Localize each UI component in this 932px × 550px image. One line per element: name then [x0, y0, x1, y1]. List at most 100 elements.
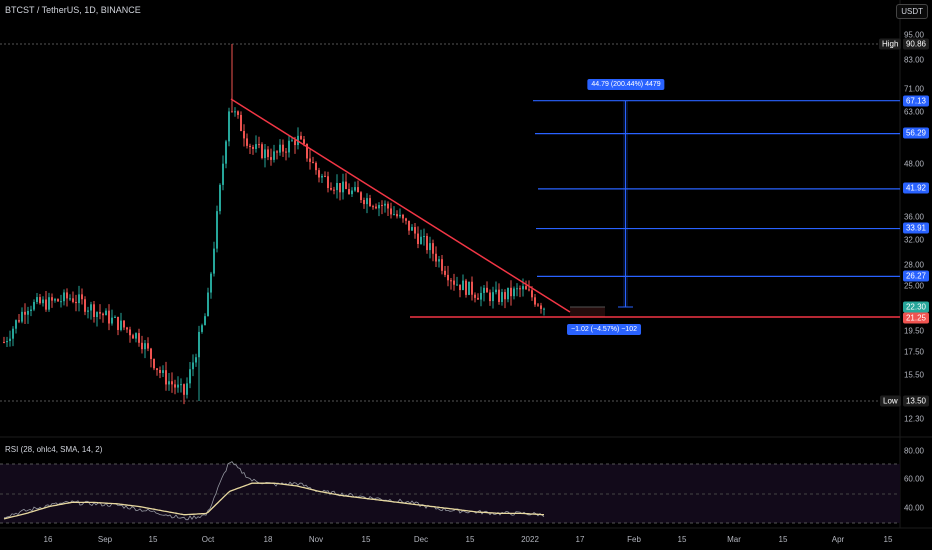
- candle-body: [441, 259, 443, 271]
- rsi-tick: 40.00: [903, 503, 924, 513]
- candle-body: [336, 183, 338, 191]
- candle-body: [357, 187, 359, 193]
- candle-body: [480, 292, 482, 300]
- candle-body: [501, 292, 503, 302]
- candle-body: [213, 248, 215, 274]
- candle-body: [93, 304, 95, 318]
- candle-body: [510, 287, 512, 297]
- candle-body: [72, 298, 74, 302]
- candle-body: [339, 183, 341, 193]
- candle-body: [519, 288, 521, 290]
- candle-body: [345, 181, 347, 190]
- candle-body: [456, 284, 458, 286]
- rsi-indicator-label[interactable]: RSI (28, ohlc4, SMA, 14, 2): [5, 445, 103, 454]
- currency-button[interactable]: USDT: [896, 4, 928, 19]
- candle-body: [153, 358, 155, 369]
- candle-body: [432, 243, 434, 254]
- drawing-overlays[interactable]: [230, 98, 900, 318]
- candle-body: [492, 292, 494, 302]
- candle-body: [474, 294, 476, 298]
- candle-body: [444, 270, 446, 275]
- measure-upper-label[interactable]: 44.79 (200.44%) 4479: [587, 79, 665, 90]
- candle-body: [540, 305, 542, 309]
- time-tick: 17: [575, 535, 585, 544]
- candle-body: [183, 384, 185, 395]
- candle-body: [156, 368, 158, 370]
- candle-body: [57, 299, 59, 302]
- candle-body: [129, 329, 131, 336]
- candle-body: [321, 175, 323, 178]
- price-tick: 83.00: [903, 55, 924, 65]
- candle-body: [399, 214, 401, 217]
- candle-body: [543, 308, 545, 310]
- time-tick: 16: [43, 535, 53, 544]
- candle-body: [69, 298, 71, 300]
- candle-body: [96, 312, 98, 318]
- candle-body: [147, 343, 149, 349]
- candle-body: [219, 184, 221, 212]
- candle-body: [87, 310, 89, 312]
- descending-trendline[interactable]: [230, 98, 571, 313]
- candle-body: [531, 290, 533, 298]
- target-tag: 56.29: [902, 127, 929, 139]
- candle-body: [201, 325, 203, 332]
- candle-body: [285, 151, 287, 153]
- candle-body: [351, 190, 353, 195]
- candle-body: [312, 161, 314, 163]
- rsi-ma-line: [3, 482, 545, 520]
- candle-body: [195, 357, 197, 363]
- price-tick: 95.00: [903, 30, 924, 40]
- candle-body: [78, 294, 80, 304]
- candle-body: [132, 335, 134, 339]
- time-tick: 18: [263, 535, 273, 544]
- candle-group[interactable]: [3, 44, 545, 405]
- price-tick: 15.50: [903, 370, 924, 380]
- candle-body: [42, 299, 44, 304]
- candle-body: [192, 362, 194, 370]
- candle-body: [6, 341, 8, 343]
- price-tick: 48.00: [903, 159, 924, 169]
- symbol-title[interactable]: BTCST / TetherUS, 1D, BINANCE: [5, 5, 141, 15]
- candle-body: [330, 188, 332, 190]
- candle-body: [81, 294, 83, 300]
- time-tick: Feb: [627, 535, 641, 544]
- candle-body: [366, 198, 368, 205]
- rsi-lines: [3, 461, 545, 521]
- measure-lower-range[interactable]: [570, 307, 605, 317]
- candle-body: [324, 175, 326, 177]
- candle-body: [141, 342, 143, 350]
- candle-body: [168, 381, 170, 385]
- candle-body: [360, 192, 362, 200]
- candle-body: [282, 144, 284, 152]
- time-tick: Mar: [727, 535, 741, 544]
- candle-body: [468, 281, 470, 295]
- target-tag: 41.92: [902, 182, 929, 194]
- candle-body: [438, 259, 440, 262]
- time-tick: 15: [361, 535, 371, 544]
- time-tick: Nov: [308, 535, 324, 544]
- candle-body: [30, 309, 32, 311]
- candle-body: [414, 227, 416, 234]
- candle-body: [123, 320, 125, 328]
- candle-body: [450, 280, 452, 282]
- candle-body: [84, 299, 86, 312]
- candle-body: [498, 289, 500, 302]
- candle-body: [264, 149, 266, 159]
- candle-body: [489, 292, 491, 302]
- candle-body: [327, 176, 329, 189]
- candle-body: [447, 274, 449, 281]
- measure-lower-label[interactable]: −1.02 (−4.57%) −102: [567, 324, 641, 335]
- candle-body: [384, 203, 386, 206]
- candle-body: [402, 214, 404, 219]
- candle-body: [315, 162, 317, 171]
- candle-body: [417, 233, 419, 245]
- candle-body: [411, 227, 413, 231]
- price-tick: 63.00: [903, 107, 924, 117]
- candle-body: [186, 383, 188, 395]
- candle-body: [222, 163, 224, 185]
- candle-body: [210, 273, 212, 293]
- price-tick: 36.00: [903, 212, 924, 222]
- candle-body: [513, 288, 515, 297]
